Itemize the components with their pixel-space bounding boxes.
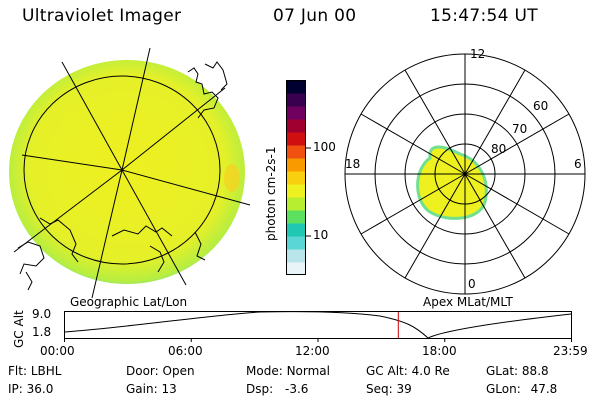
altitude-plot <box>64 311 572 342</box>
colorbar-stripe <box>286 119 306 133</box>
x-tick-1800: 18:00 <box>422 344 457 358</box>
colorbar-stripe <box>286 223 306 237</box>
instrument-title: Ultraviolet Imager <box>22 6 182 26</box>
colorbar-stripe <box>286 106 306 120</box>
mlt-label-12: 12 <box>470 47 485 61</box>
info-mode: Mode: Normal <box>246 364 330 378</box>
colorbar-ticks <box>305 147 311 237</box>
x-tick-0000: 00:00 <box>40 344 75 358</box>
info-ip: IP: 36.0 <box>8 382 54 396</box>
info-seq: Seq: 39 <box>366 382 412 396</box>
mlt-label-0: 0 <box>468 277 476 291</box>
mlt-label-18: 18 <box>345 157 360 171</box>
gain-value: 13 <box>161 382 177 396</box>
info-gcalt: GC Alt: 4.0 Re <box>366 364 450 378</box>
polar-panel-caption: Apex MLat/MLT <box>423 295 513 309</box>
mlat-label-80: 80 <box>491 142 506 156</box>
info-door: Door: Open <box>126 364 195 378</box>
altitude-ylabel: GC Alt <box>12 310 26 348</box>
info-flt: Flt: LBHL <box>8 364 62 378</box>
polar-grid <box>344 53 586 295</box>
seq-value: 39 <box>396 382 412 396</box>
info-glon: GLon: 47.8 <box>486 382 558 396</box>
colorbar-stripe <box>286 132 306 146</box>
altitude-ymax-label: 9.0 <box>32 307 52 321</box>
flt-value: LBHL <box>30 364 62 378</box>
x-tick-1200: 12:00 <box>295 344 330 358</box>
colorbar-stripe <box>286 262 306 275</box>
colorbar-stripe <box>286 80 306 94</box>
colorbar-stripe <box>286 210 306 224</box>
geo-panel-caption: Geographic Lat/Lon <box>70 295 188 309</box>
info-dsp: Dsp: -3.6 <box>246 382 309 396</box>
glon-value: 47.8 <box>530 382 558 396</box>
observation-date: 07 Jun 00 <box>273 6 357 26</box>
colorbar-stripe <box>286 93 306 107</box>
polar-mlt-panel: 12 18 6 0 60 70 80 <box>344 47 586 295</box>
colorbar-stripe <box>286 145 306 159</box>
glat-value: 88.8 <box>521 364 549 378</box>
mlat-label-70: 70 <box>512 122 527 136</box>
colorbar-tick-100: 100 <box>313 140 336 154</box>
ip-value: 36.0 <box>26 382 54 396</box>
coastlines <box>17 61 228 291</box>
geographic-image-panel <box>9 47 251 299</box>
colorbar <box>286 80 306 275</box>
info-glat: GLat: 88.8 <box>486 364 549 378</box>
bright-patch <box>224 164 240 192</box>
altitude-ymin-label: 1.8 <box>32 325 52 339</box>
colorbar-stripe <box>286 197 306 211</box>
x-tick-2359: 23:59 <box>553 344 588 358</box>
colorbar-stripe <box>286 158 306 172</box>
mode-value: Normal <box>286 364 330 378</box>
colorbar-stripe <box>286 249 306 263</box>
gcalt-value: 4.0 Re <box>411 364 450 378</box>
auroral-oval <box>416 145 488 220</box>
dsp-value: -3.6 <box>284 382 309 396</box>
x-tick-0600: 06:00 <box>168 344 203 358</box>
info-gain: Gain: 13 <box>126 382 177 396</box>
mlt-label-6: 6 <box>574 157 582 171</box>
uv-earth-disk <box>9 60 245 284</box>
mlat-label-60: 60 <box>533 99 548 113</box>
colorbar-unit-label: photon cm-2s-1 <box>264 146 278 242</box>
door-value: Open <box>162 364 195 378</box>
colorbar-stripe <box>286 171 306 185</box>
geo-grid <box>13 47 251 299</box>
observation-time: 15:47:54 UT <box>430 6 538 26</box>
colorbar-stripe <box>286 184 306 198</box>
colorbar-stripe <box>286 236 306 250</box>
altitude-curve <box>64 311 572 339</box>
colorbar-tick-10: 10 <box>313 228 329 242</box>
